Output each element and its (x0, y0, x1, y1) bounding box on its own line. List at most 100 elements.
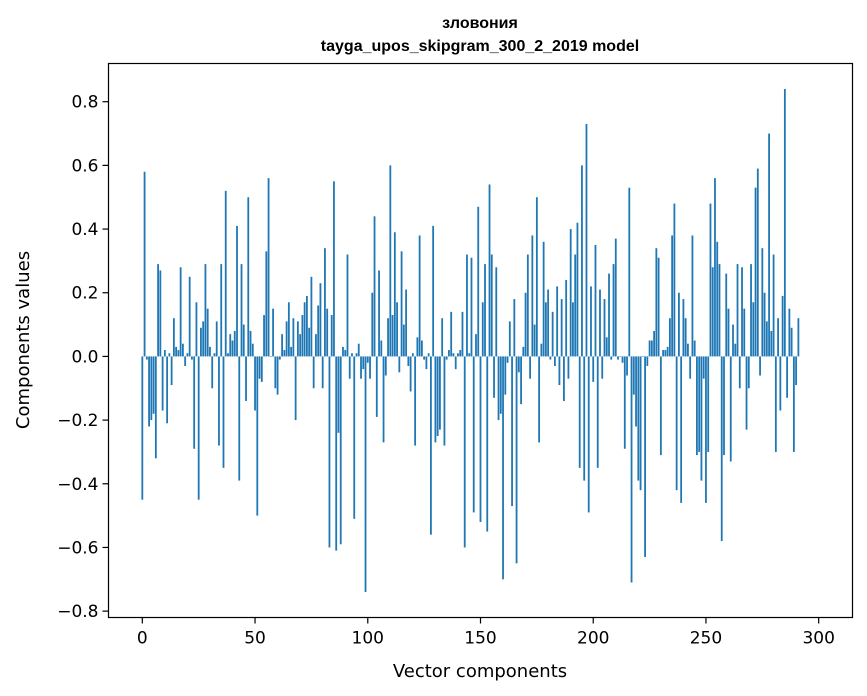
bar (461, 311, 464, 357)
bar (608, 273, 610, 357)
bar (434, 356, 437, 443)
bar (445, 356, 448, 360)
bar (317, 305, 320, 357)
bar (168, 353, 171, 357)
bar (206, 308, 209, 357)
bar (666, 346, 669, 357)
bar (696, 356, 698, 456)
bar (375, 356, 378, 417)
bar (560, 299, 563, 357)
bar (668, 318, 671, 357)
bar (621, 356, 624, 363)
bar (610, 356, 613, 360)
bar (540, 343, 543, 357)
bar (319, 283, 322, 357)
bar (565, 280, 568, 357)
bar (515, 356, 518, 564)
bar (290, 346, 293, 357)
bar (581, 165, 583, 357)
y-tick-label: −0.2 (57, 411, 98, 431)
bar (603, 299, 606, 357)
bar (353, 356, 356, 519)
bar (448, 350, 450, 357)
bar (175, 346, 178, 357)
chart-title: зловония (442, 15, 518, 32)
bar (747, 356, 750, 389)
bar (590, 286, 592, 357)
bar (315, 334, 317, 357)
y-axis-label: Components values (13, 251, 34, 429)
bar (596, 356, 599, 468)
bar (639, 356, 642, 491)
bar (292, 318, 295, 357)
bar (641, 356, 644, 358)
bar (303, 302, 306, 357)
bar (680, 356, 683, 503)
bar (308, 327, 311, 357)
bar (148, 356, 150, 427)
bar (362, 356, 365, 370)
bar (637, 356, 640, 481)
bar (477, 206, 480, 357)
bar (463, 356, 466, 548)
bar (569, 229, 572, 357)
bar (240, 264, 243, 357)
bar (657, 257, 660, 357)
bar (391, 315, 394, 357)
bar (572, 302, 574, 357)
bar (662, 350, 665, 357)
bar (626, 356, 628, 376)
bar (380, 340, 383, 357)
bar (567, 356, 570, 379)
bar (551, 311, 554, 357)
bar (418, 235, 421, 357)
bar (263, 315, 265, 357)
bar (299, 334, 302, 357)
bar (393, 232, 396, 357)
bar (432, 225, 435, 357)
bar (691, 235, 694, 357)
x-axis-ticks: 0 50 100 150 200 250 300 (137, 617, 835, 649)
bar (249, 330, 252, 357)
bar (321, 356, 324, 389)
bar (574, 254, 577, 357)
y-tick-label: 0.2 (71, 284, 98, 304)
bar (272, 308, 274, 357)
bar (398, 356, 401, 373)
bar (779, 356, 782, 411)
bar (599, 289, 601, 357)
bar (741, 267, 743, 357)
bar (750, 264, 752, 357)
bar (227, 353, 229, 357)
bars-group (141, 88, 800, 593)
bar (583, 356, 586, 481)
bar (752, 302, 755, 357)
bar (285, 321, 288, 357)
bar (143, 171, 146, 357)
bar (714, 178, 716, 357)
bar (411, 353, 414, 357)
bar (734, 343, 737, 357)
bar (650, 340, 653, 357)
bar (529, 356, 531, 379)
bar (348, 356, 351, 379)
bar (179, 267, 182, 357)
bar (333, 181, 335, 357)
bar (689, 356, 692, 379)
x-tick-label: 250 (690, 629, 722, 649)
bar (229, 334, 232, 357)
bar (716, 241, 719, 357)
bar (414, 356, 417, 446)
bar (475, 334, 477, 357)
bar (508, 321, 511, 357)
bar (533, 324, 536, 357)
bar (371, 292, 374, 357)
bar (493, 356, 495, 398)
bar (632, 356, 635, 395)
bar (587, 356, 590, 513)
bar (378, 270, 380, 357)
bar (310, 276, 313, 357)
bar (705, 356, 707, 503)
bar (765, 321, 768, 357)
bar (258, 356, 261, 379)
